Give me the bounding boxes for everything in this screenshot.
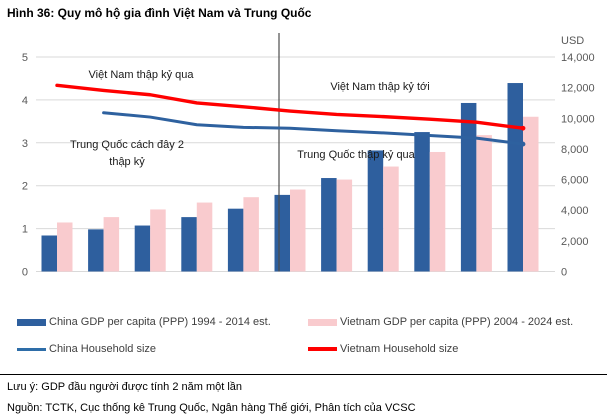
right-axis-tick: 8,000	[561, 144, 589, 156]
china-bar-swatch	[17, 318, 46, 326]
figure-title: Hình 36: Quy mô hộ gia đình Việt Nam và …	[7, 6, 312, 20]
bar-china-gdp	[227, 208, 244, 272]
bar-vietnam-gdp	[103, 217, 120, 272]
right-axis-tick: 2,000	[561, 236, 589, 248]
combo-chart: 0 1 2 3 4 5 0 2,000 4,000 6,000 8,000 10,000 12,000 1…	[22, 33, 595, 279]
left-axis-tick: 5	[22, 52, 28, 64]
chart-annotation: Việt Nam thập kỷ tới	[330, 81, 429, 93]
source-text: Nguồn: TCTK, Cục thống kê Trung Quốc, Ng…	[7, 402, 416, 414]
bar-vietnam-gdp	[57, 222, 73, 272]
bar-china-gdp	[367, 150, 384, 272]
bar-china-gdp	[460, 102, 477, 272]
bar-china-gdp	[134, 225, 151, 272]
legend-label: China GDP per capita (PPP) 1994 - 2014 e…	[49, 316, 271, 329]
bar-china-gdp	[41, 235, 57, 272]
right-axis-tick: 14,000	[561, 52, 595, 64]
footnote-text: Lưu ý: GDP đầu người được tính 2 năm một…	[7, 381, 243, 393]
bar-china-gdp	[274, 194, 290, 272]
left-axis-tick: 4	[22, 95, 28, 107]
right-axis-tick: 6,000	[561, 175, 589, 187]
legend-label: China Household size	[49, 343, 157, 356]
bar-vietnam-gdp	[150, 209, 166, 272]
right-axis-tick: 12,000	[561, 83, 595, 95]
bar-vietnam-gdp	[383, 166, 399, 272]
left-axis-tick: 2	[22, 181, 28, 193]
china-line-swatch	[17, 347, 46, 351]
chart-annotation: thập kỷ	[109, 156, 145, 168]
left-axis-tick: 3	[22, 138, 28, 150]
vietnam-bar-swatch	[308, 318, 337, 326]
china-household-line-end-marker	[520, 141, 526, 147]
chart-annotation: Việt Nam thập kỷ qua	[89, 69, 195, 81]
legend-item-china-gdp: China GDP per capita (PPP) 1994 - 2014 e…	[17, 316, 271, 328]
bar-vietnam-gdp	[290, 189, 306, 272]
bar-vietnam-gdp	[336, 179, 353, 272]
right-axis-tick: 10,000	[561, 113, 595, 125]
bar-vietnam-gdp	[243, 197, 259, 272]
vietnam-line-swatch	[308, 347, 337, 352]
right-axis-unit-label: USD	[561, 35, 584, 47]
chart-annotation: Trung Quốc cách đây 2	[70, 139, 184, 151]
right-axis-tick: 0	[561, 267, 567, 279]
bar-vietnam-gdp	[476, 135, 492, 272]
chart-annotation: Trung Quốc thập kỷ qua	[297, 149, 415, 161]
bar-vietnam-gdp	[523, 116, 539, 272]
bar-china-gdp	[181, 217, 197, 272]
china-household-line	[102, 111, 525, 146]
vietnam-household-line	[55, 83, 525, 130]
bar-china-gdp	[507, 83, 523, 272]
legend-item-vietnam-household: Vietnam Household size	[308, 343, 458, 355]
bar-china-gdp	[414, 132, 430, 272]
right-axis-tick: 4,000	[561, 205, 589, 217]
vietnam-household-line-end-marker	[520, 125, 526, 131]
legend-label: Vietnam GDP per capita (PPP) 2004 - 2024…	[340, 316, 574, 329]
bar-china-gdp	[321, 178, 337, 272]
footer-divider	[0, 374, 607, 375]
bar-vietnam-gdp	[196, 202, 213, 272]
bar-china-gdp	[88, 229, 104, 272]
legend-item-china-household: China Household size	[17, 343, 156, 355]
bar-vietnam-gdp	[429, 151, 446, 272]
left-axis-tick: 0	[22, 267, 28, 279]
legend-item-vietnam-gdp: Vietnam GDP per capita (PPP) 2004 - 2024…	[308, 316, 573, 328]
legend-label: Vietnam Household size	[340, 343, 459, 356]
left-axis-tick: 1	[22, 224, 28, 236]
